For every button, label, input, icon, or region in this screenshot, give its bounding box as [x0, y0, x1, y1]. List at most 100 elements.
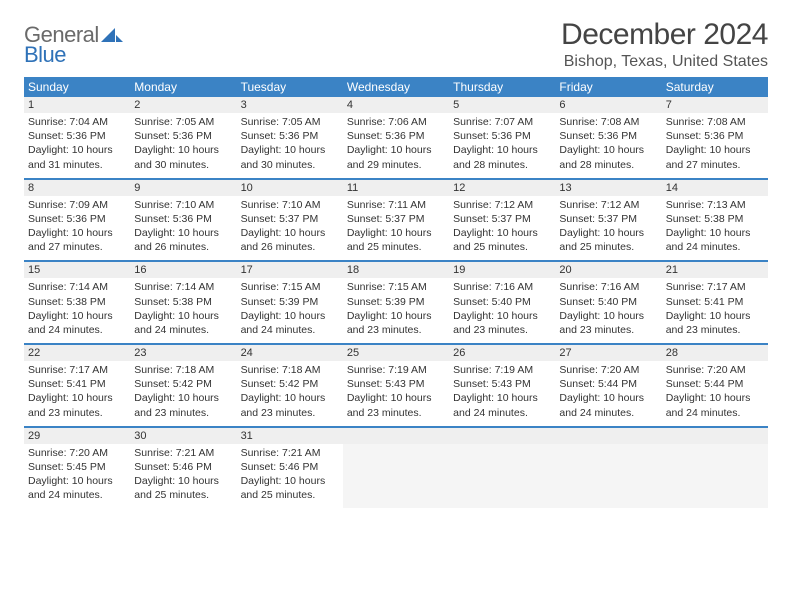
dow-monday: Monday: [130, 77, 236, 97]
day-cell: Sunrise: 7:13 AMSunset: 5:38 PMDaylight:…: [662, 196, 768, 261]
day-sunrise: Sunrise: 7:12 AM: [453, 198, 551, 212]
week-daynum-row: 891011121314: [24, 178, 768, 196]
day-d1: Daylight: 10 hours: [134, 474, 232, 488]
week-body-row: Sunrise: 7:20 AMSunset: 5:45 PMDaylight:…: [24, 444, 768, 509]
day-d2: and 23 minutes.: [241, 406, 339, 420]
day-cell: [449, 444, 555, 509]
day-d2: and 25 minutes.: [453, 240, 551, 254]
day-sunset: Sunset: 5:36 PM: [347, 129, 445, 143]
day-cell: Sunrise: 7:17 AMSunset: 5:41 PMDaylight:…: [24, 361, 130, 426]
day-sunset: Sunset: 5:36 PM: [28, 129, 126, 143]
day-number: 14: [662, 180, 768, 196]
day-d1: Daylight: 10 hours: [453, 143, 551, 157]
day-cell: Sunrise: 7:18 AMSunset: 5:42 PMDaylight:…: [130, 361, 236, 426]
day-d2: and 23 minutes.: [666, 323, 764, 337]
week-daynum-row: 22232425262728: [24, 343, 768, 361]
day-sunset: Sunset: 5:39 PM: [347, 295, 445, 309]
day-number: [662, 428, 768, 444]
day-cell: Sunrise: 7:08 AMSunset: 5:36 PMDaylight:…: [662, 113, 768, 178]
day-number: 27: [555, 345, 661, 361]
day-d2: and 29 minutes.: [347, 158, 445, 172]
day-d2: and 24 minutes.: [28, 323, 126, 337]
day-cell: Sunrise: 7:16 AMSunset: 5:40 PMDaylight:…: [449, 278, 555, 343]
day-sunrise: Sunrise: 7:19 AM: [347, 363, 445, 377]
day-number: 30: [130, 428, 236, 444]
day-sunset: Sunset: 5:36 PM: [134, 129, 232, 143]
day-number: 15: [24, 262, 130, 278]
day-number: 10: [237, 180, 343, 196]
day-cell: Sunrise: 7:07 AMSunset: 5:36 PMDaylight:…: [449, 113, 555, 178]
day-cell: Sunrise: 7:15 AMSunset: 5:39 PMDaylight:…: [237, 278, 343, 343]
week-body-row: Sunrise: 7:04 AMSunset: 5:36 PMDaylight:…: [24, 113, 768, 178]
day-d1: Daylight: 10 hours: [453, 309, 551, 323]
day-d2: and 28 minutes.: [453, 158, 551, 172]
week-daynum-row: 1234567: [24, 97, 768, 113]
day-d1: Daylight: 10 hours: [666, 143, 764, 157]
day-d1: Daylight: 10 hours: [241, 309, 339, 323]
day-d1: Daylight: 10 hours: [559, 309, 657, 323]
day-number: 6: [555, 97, 661, 113]
day-cell: [343, 444, 449, 509]
day-d2: and 26 minutes.: [134, 240, 232, 254]
day-number: 20: [555, 262, 661, 278]
day-number: 1: [24, 97, 130, 113]
day-number: 21: [662, 262, 768, 278]
day-d1: Daylight: 10 hours: [453, 391, 551, 405]
day-sunset: Sunset: 5:43 PM: [453, 377, 551, 391]
day-sunset: Sunset: 5:45 PM: [28, 460, 126, 474]
day-cell: Sunrise: 7:14 AMSunset: 5:38 PMDaylight:…: [130, 278, 236, 343]
day-d2: and 24 minutes.: [241, 323, 339, 337]
day-number: 28: [662, 345, 768, 361]
day-sunset: Sunset: 5:40 PM: [453, 295, 551, 309]
day-sunrise: Sunrise: 7:18 AM: [134, 363, 232, 377]
day-d1: Daylight: 10 hours: [134, 226, 232, 240]
week-daynum-row: 293031: [24, 426, 768, 444]
day-d2: and 24 minutes.: [666, 406, 764, 420]
day-sunrise: Sunrise: 7:16 AM: [559, 280, 657, 294]
day-sunset: Sunset: 5:41 PM: [28, 377, 126, 391]
day-number: 17: [237, 262, 343, 278]
day-sunset: Sunset: 5:38 PM: [28, 295, 126, 309]
day-cell: Sunrise: 7:20 AMSunset: 5:44 PMDaylight:…: [555, 361, 661, 426]
day-cell: Sunrise: 7:14 AMSunset: 5:38 PMDaylight:…: [24, 278, 130, 343]
day-d1: Daylight: 10 hours: [134, 391, 232, 405]
day-d1: Daylight: 10 hours: [241, 391, 339, 405]
day-number: 12: [449, 180, 555, 196]
day-sunset: Sunset: 5:41 PM: [666, 295, 764, 309]
day-sunset: Sunset: 5:43 PM: [347, 377, 445, 391]
day-number: 11: [343, 180, 449, 196]
day-sunrise: Sunrise: 7:06 AM: [347, 115, 445, 129]
day-sunset: Sunset: 5:44 PM: [666, 377, 764, 391]
day-sunset: Sunset: 5:36 PM: [559, 129, 657, 143]
day-cell: Sunrise: 7:10 AMSunset: 5:37 PMDaylight:…: [237, 196, 343, 261]
day-sunrise: Sunrise: 7:05 AM: [134, 115, 232, 129]
day-d1: Daylight: 10 hours: [134, 309, 232, 323]
day-sunrise: Sunrise: 7:11 AM: [347, 198, 445, 212]
day-d2: and 24 minutes.: [28, 488, 126, 502]
day-d1: Daylight: 10 hours: [453, 226, 551, 240]
day-d2: and 24 minutes.: [559, 406, 657, 420]
day-d1: Daylight: 10 hours: [559, 391, 657, 405]
day-sunset: Sunset: 5:36 PM: [241, 129, 339, 143]
day-cell: Sunrise: 7:17 AMSunset: 5:41 PMDaylight:…: [662, 278, 768, 343]
day-d1: Daylight: 10 hours: [666, 309, 764, 323]
day-d2: and 23 minutes.: [347, 406, 445, 420]
day-sunset: Sunset: 5:37 PM: [241, 212, 339, 226]
calendar-page: General Blue December 2024 Bishop, Texas…: [0, 0, 792, 532]
day-d1: Daylight: 10 hours: [28, 143, 126, 157]
day-number: 29: [24, 428, 130, 444]
day-d1: Daylight: 10 hours: [347, 143, 445, 157]
day-cell: Sunrise: 7:20 AMSunset: 5:44 PMDaylight:…: [662, 361, 768, 426]
day-d2: and 28 minutes.: [559, 158, 657, 172]
day-cell: Sunrise: 7:09 AMSunset: 5:36 PMDaylight:…: [24, 196, 130, 261]
day-d2: and 23 minutes.: [453, 323, 551, 337]
day-number: [343, 428, 449, 444]
dow-wednesday: Wednesday: [343, 77, 449, 97]
day-sunrise: Sunrise: 7:14 AM: [134, 280, 232, 294]
day-sunset: Sunset: 5:36 PM: [28, 212, 126, 226]
day-number: [449, 428, 555, 444]
day-number: 16: [130, 262, 236, 278]
day-number: 5: [449, 97, 555, 113]
day-sunset: Sunset: 5:38 PM: [666, 212, 764, 226]
week-body-row: Sunrise: 7:17 AMSunset: 5:41 PMDaylight:…: [24, 361, 768, 426]
